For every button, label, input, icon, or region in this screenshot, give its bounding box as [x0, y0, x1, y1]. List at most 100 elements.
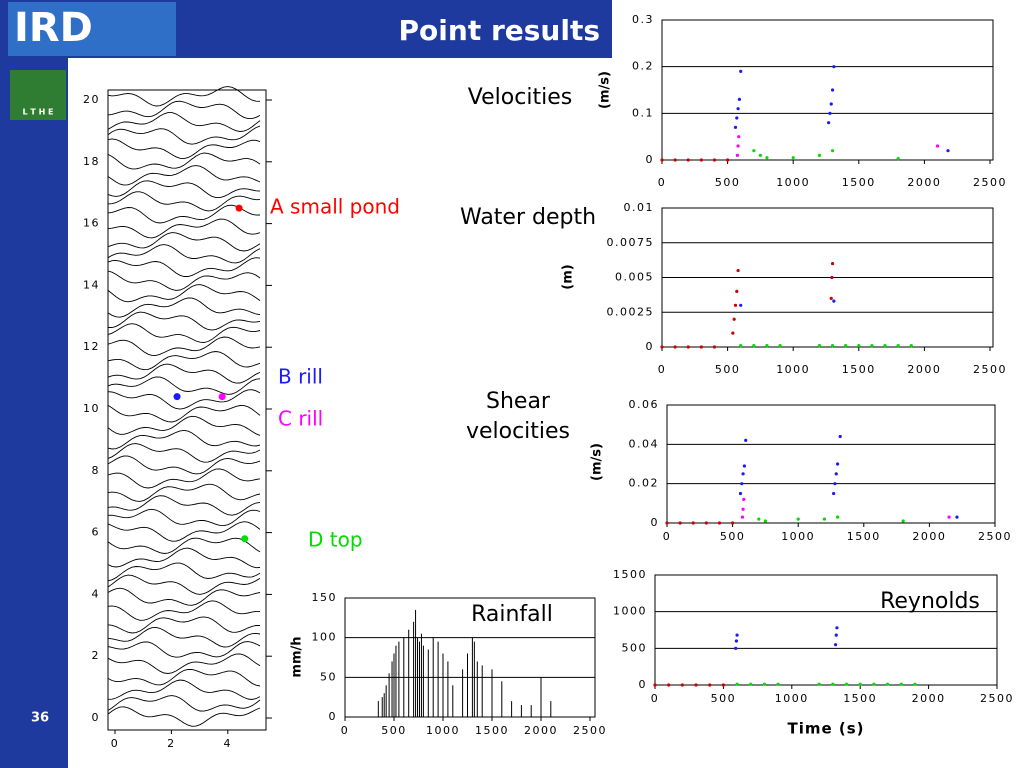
data-point: [673, 158, 677, 162]
data-point: [896, 344, 900, 348]
y-axis-label: (m/s): [598, 71, 613, 109]
y-tick-label: 0.04: [629, 437, 660, 450]
y-tick-label: 8: [92, 464, 101, 477]
contour-line: [107, 574, 261, 595]
data-point: [752, 344, 756, 348]
y-tick-label: 14: [83, 278, 100, 291]
contour-line: [107, 562, 261, 582]
contour-line: [107, 165, 261, 186]
data-point: [735, 289, 739, 293]
data-point: [699, 158, 703, 162]
y-tick-label: 10: [83, 402, 100, 415]
data-point: [735, 682, 739, 686]
y-tick-label: 500: [622, 641, 648, 654]
contour-line: [107, 297, 261, 318]
data-point: [739, 344, 743, 348]
data-point: [736, 107, 740, 111]
contour-line: [107, 404, 261, 423]
x-tick-label: 500: [720, 530, 746, 543]
data-point: [955, 515, 959, 519]
y-tick-label: 16: [83, 217, 100, 230]
data-point: [739, 69, 743, 73]
contour-line: [107, 537, 261, 554]
contour-line: [107, 218, 261, 239]
x-tick-label: 1000: [426, 724, 460, 737]
data-point: [173, 393, 181, 401]
data-point: [899, 682, 903, 686]
data-point: [913, 682, 917, 686]
data-point: [717, 521, 722, 525]
data-point: [796, 517, 800, 521]
sidebar: [0, 0, 68, 768]
contour-line: [107, 112, 261, 132]
data-point: [757, 517, 761, 521]
contour-line: [107, 138, 261, 160]
data-point: [828, 111, 832, 115]
contour-line: [107, 626, 261, 648]
data-point: [909, 344, 913, 348]
x-tick-label: 2500: [980, 692, 1014, 705]
contour-line: [107, 600, 260, 621]
data-point: [741, 507, 745, 511]
data-point: [830, 344, 835, 348]
data-point: [731, 331, 735, 335]
data-point: [731, 521, 735, 525]
contour-line: [107, 483, 261, 502]
data-point: [817, 344, 822, 348]
contour-line: [107, 455, 261, 475]
y-tick-label: 12: [83, 340, 100, 353]
data-point: [834, 633, 838, 637]
x-tick-label: 2000: [524, 724, 558, 737]
x-tick-label: 1500: [842, 176, 876, 189]
y-tick-label: 0.02: [629, 477, 660, 490]
logo-box: [8, 2, 176, 56]
x-tick-label: 1500: [842, 363, 876, 376]
data-point: [733, 125, 738, 129]
data-point: [776, 682, 780, 686]
data-point: [735, 116, 739, 120]
contour-line: [107, 125, 261, 145]
data-point: [758, 153, 763, 157]
data-point: [885, 682, 890, 686]
data-point: [830, 149, 835, 153]
y-tick-label: 2: [92, 649, 101, 662]
data-point: [946, 149, 950, 153]
data-point: [721, 683, 726, 687]
data-point: [735, 633, 739, 637]
contour-line: [107, 100, 261, 120]
contour-line: [107, 668, 261, 687]
y-axis-label: (m): [561, 264, 576, 289]
y-tick-label: 0: [639, 678, 648, 691]
contour-line: [107, 180, 261, 199]
y-tick-label: 18: [83, 155, 100, 168]
x-tick-label: 2500: [978, 530, 1012, 543]
x-tick-label: 2500: [573, 724, 607, 737]
data-point: [712, 158, 717, 162]
contour-line: [107, 415, 261, 436]
data-point: [732, 317, 736, 321]
y-tick-label: 0.1: [632, 106, 654, 119]
data-point: [830, 262, 835, 266]
data-point: [742, 497, 746, 501]
x-tick-label: 2500: [973, 176, 1007, 189]
data-point: [835, 626, 839, 630]
data-point: [686, 158, 690, 162]
chart-title: Shear: [486, 389, 551, 414]
data-point: [832, 491, 836, 496]
x-tick-label: 1000: [776, 176, 810, 189]
contour-line: [107, 284, 261, 303]
contours: [107, 86, 261, 727]
x-tick-label: 0: [658, 176, 667, 189]
data-point: [765, 344, 769, 348]
data-point: [763, 519, 768, 523]
data-point: [742, 464, 747, 468]
data-point: [830, 88, 835, 92]
data-point: [870, 344, 874, 348]
data-point: [736, 144, 740, 148]
contour-line: [107, 641, 261, 658]
data-point: [673, 345, 677, 349]
page-number: 36: [31, 711, 49, 726]
data-point: [901, 519, 905, 523]
point-label: A small pond: [270, 195, 400, 219]
